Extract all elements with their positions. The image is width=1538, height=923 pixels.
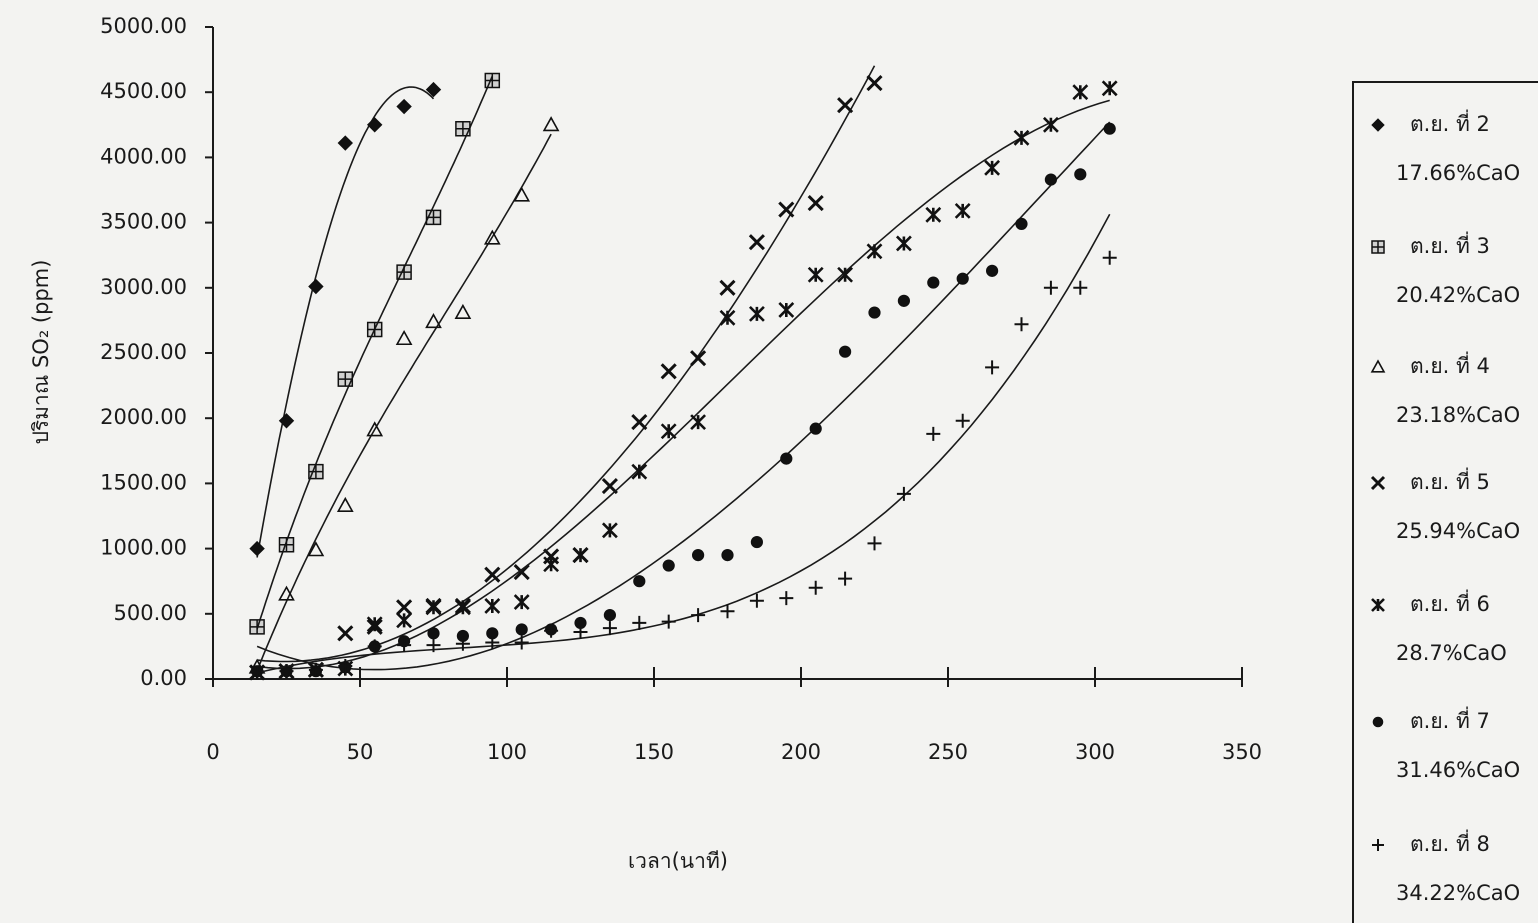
legend-caption: 25.94%CaO: [1396, 519, 1520, 543]
x-tick-label: 150: [634, 740, 674, 764]
data-point: [250, 620, 264, 634]
y-tick-label: 1000.00: [100, 536, 187, 560]
data-point: [840, 346, 851, 357]
legend-label: ต.ย. ที่ 5: [1410, 467, 1490, 494]
legend-label: ต.ย. ที่ 8: [1410, 829, 1490, 856]
data-point: [869, 307, 880, 318]
data-point: [1045, 174, 1056, 185]
legend-label: ต.ย. ที่ 4: [1410, 351, 1490, 378]
data-point: [516, 624, 527, 635]
data-point: [898, 295, 909, 306]
data-point: [722, 550, 733, 561]
data-point: [663, 560, 674, 571]
legend-label: ต.ย. ที่ 2: [1410, 109, 1490, 136]
legend-caption: 20.42%CaO: [1396, 283, 1520, 307]
data-point: [987, 265, 998, 276]
data-point: [1016, 218, 1027, 229]
legend-caption: 28.7%CaO: [1396, 641, 1507, 665]
x-tick-label: 0: [206, 740, 219, 764]
y-tick-label: 3000.00: [100, 275, 187, 299]
y-tick-label: 1500.00: [100, 470, 187, 494]
x-tick-label: 100: [487, 740, 527, 764]
x-tick-label: 350: [1222, 740, 1262, 764]
data-point: [810, 423, 821, 434]
x-tick-label: 50: [347, 740, 374, 764]
y-tick-label: 4500.00: [100, 79, 187, 103]
data-point: [309, 465, 323, 479]
y-tick-label: 3500.00: [100, 210, 187, 234]
y-tick-label: 2000.00: [100, 405, 187, 429]
data-point: [456, 122, 470, 136]
data-point: [634, 576, 645, 587]
background: [0, 0, 1538, 923]
x-tick-label: 250: [928, 740, 968, 764]
legend-caption: 17.66%CaO: [1396, 161, 1520, 185]
y-tick-label: 500.00: [114, 601, 187, 625]
data-point: [693, 550, 704, 561]
data-point: [280, 538, 294, 552]
data-point: [928, 277, 939, 288]
y-axis-label: ปริมาณ SO₂ (ppm): [29, 260, 53, 445]
x-tick-label: 300: [1075, 740, 1115, 764]
legend-label: ต.ย. ที่ 3: [1410, 231, 1490, 258]
y-tick-label: 5000.00: [100, 14, 187, 38]
data-point: [338, 372, 352, 386]
data-point: [427, 210, 441, 224]
legend-caption: 31.46%CaO: [1396, 758, 1520, 782]
chart: เวลา(นาที) ปริมาณ SO₂ (ppm) 0.00 500.00 10…: [0, 0, 1538, 923]
y-tick-label: 4000.00: [100, 144, 187, 168]
data-point: [428, 628, 439, 639]
legend-label: ต.ย. ที่ 7: [1410, 706, 1490, 733]
data-point: [485, 73, 499, 87]
data-point: [604, 610, 615, 621]
legend-label: ต.ย. ที่ 6: [1410, 589, 1490, 616]
legend-marker: [1373, 717, 1383, 727]
y-tick-label: 2500.00: [100, 340, 187, 364]
legend-marker: [1372, 241, 1384, 253]
y-tick-label: 0.00: [140, 666, 187, 690]
data-point: [1075, 169, 1086, 180]
x-axis-label: เวลา(นาที): [628, 849, 728, 873]
data-point: [781, 453, 792, 464]
legend-caption: 34.22%CaO: [1396, 881, 1520, 905]
data-point: [368, 323, 382, 337]
legend-caption: 23.18%CaO: [1396, 403, 1520, 427]
data-point: [751, 536, 762, 547]
data-point: [1104, 123, 1115, 134]
data-point: [397, 265, 411, 279]
x-tick-label: 200: [781, 740, 821, 764]
data-point: [957, 273, 968, 284]
